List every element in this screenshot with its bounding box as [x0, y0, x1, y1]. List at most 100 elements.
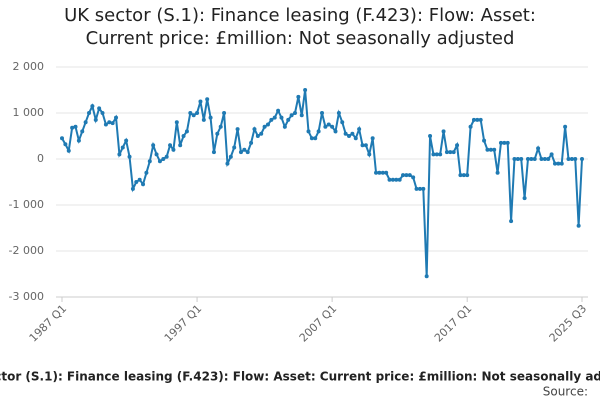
point [326, 122, 331, 127]
y-tick-label: -1 000 [9, 198, 44, 211]
y-tick-label: 0 [37, 152, 44, 165]
y-tick-label: -2 000 [9, 244, 44, 257]
point [320, 111, 324, 115]
point [414, 186, 419, 191]
point [292, 111, 297, 115]
point [471, 117, 476, 122]
point [340, 120, 345, 125]
point [171, 147, 176, 152]
point [438, 152, 443, 157]
point [141, 182, 146, 187]
point [272, 115, 277, 120]
point [424, 274, 429, 279]
point [441, 129, 446, 134]
point [495, 170, 500, 175]
point [232, 145, 237, 150]
point [536, 146, 541, 151]
y-tick-label: -3 000 [9, 290, 44, 303]
point [505, 140, 510, 145]
point [353, 136, 358, 141]
point [360, 143, 365, 148]
point [161, 157, 166, 161]
point [107, 120, 112, 125]
y-tick-label: 1 000 [13, 106, 45, 119]
point [515, 157, 520, 161]
point [259, 131, 264, 136]
line [61, 89, 583, 277]
point [255, 134, 260, 138]
point [428, 134, 433, 138]
point [455, 143, 460, 148]
point [208, 115, 213, 120]
point [343, 131, 348, 136]
point [296, 94, 301, 99]
point [60, 136, 64, 141]
source: Source: [543, 385, 588, 399]
point [556, 161, 561, 166]
point [93, 117, 98, 122]
point [350, 131, 355, 136]
point [164, 154, 169, 159]
point [110, 121, 115, 126]
point [188, 111, 193, 115]
point [103, 122, 108, 127]
point [144, 170, 149, 175]
point [70, 125, 75, 130]
point [242, 147, 247, 152]
point [286, 117, 291, 122]
point [265, 122, 270, 127]
point [195, 111, 200, 115]
point [411, 175, 416, 180]
point [502, 140, 507, 145]
point [130, 186, 135, 191]
point [198, 99, 203, 104]
point [309, 136, 314, 141]
point [313, 136, 318, 141]
point [542, 157, 547, 161]
point [178, 143, 183, 148]
point [357, 127, 362, 132]
point [465, 173, 470, 178]
caption: UK sector (S.1): Finance leasing (F.423)… [0, 370, 600, 384]
x-tick-label: 2017 Q1 [432, 302, 475, 345]
point [120, 145, 125, 150]
point [181, 134, 186, 138]
point [63, 142, 68, 147]
point [529, 157, 534, 161]
point [573, 157, 578, 161]
point [532, 157, 537, 161]
point [201, 117, 206, 122]
y-tick-label: 2 000 [13, 60, 45, 73]
point [549, 152, 554, 157]
point [448, 150, 453, 155]
point [262, 124, 267, 129]
point [488, 147, 493, 152]
point [401, 173, 406, 178]
point [525, 157, 530, 161]
x-tick-label: 2007 Q1 [297, 302, 340, 345]
point [498, 140, 503, 145]
point [114, 115, 119, 120]
point [390, 177, 395, 182]
point [475, 117, 480, 122]
point [367, 152, 372, 157]
x-tick-label: 1987 Q1 [27, 302, 70, 345]
point [380, 170, 385, 175]
point [485, 147, 490, 152]
point [276, 108, 281, 113]
point [482, 138, 487, 143]
point [394, 177, 399, 182]
point [559, 161, 564, 166]
point [333, 129, 338, 134]
point [374, 170, 379, 175]
point [580, 157, 584, 161]
point [238, 150, 243, 155]
point [205, 97, 210, 102]
point [451, 150, 456, 155]
point [76, 138, 81, 143]
point [279, 115, 284, 120]
point [316, 129, 321, 134]
point [387, 177, 392, 182]
